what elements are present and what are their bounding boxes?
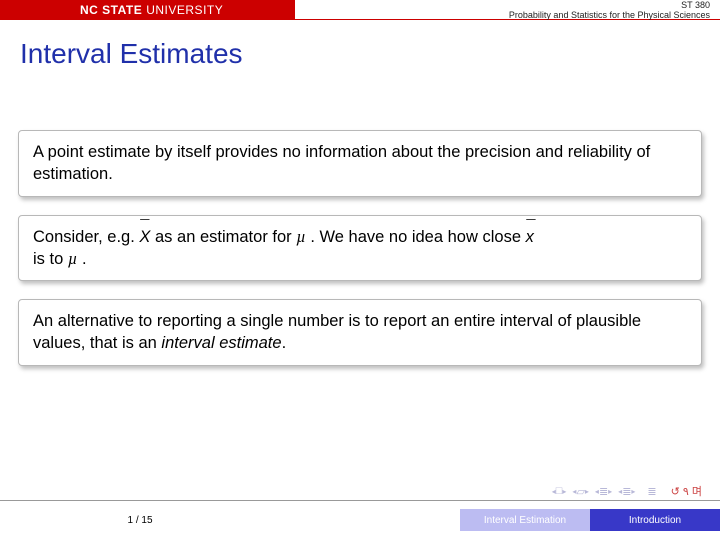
b2-end: is to xyxy=(33,250,68,268)
nav-circ-icon[interactable]: ↺ ۹ 며 xyxy=(671,483,702,499)
nav-goto-icon[interactable]: ≣ xyxy=(647,485,656,498)
mu-symbol: µ xyxy=(296,227,306,246)
b3-end: . xyxy=(282,334,287,352)
b2-pre: Consider, e.g. xyxy=(33,228,139,246)
footer-section[interactable]: Interval Estimation xyxy=(460,509,590,531)
x-bar-symbol: X xyxy=(139,226,150,248)
b3-pre: An alternative to reporting a single num… xyxy=(33,312,641,352)
content-area: A point estimate by itself provides no i… xyxy=(0,70,720,366)
nav-prev-icon[interactable]: ◂ ▱ ▸ xyxy=(572,485,589,498)
nav-first-icon[interactable]: ◂ □ ▸ xyxy=(552,485,567,497)
x-bar-symbol-2: x xyxy=(526,226,534,248)
course-name: Probability and Statistics for the Physi… xyxy=(295,10,710,20)
footer-divider xyxy=(0,500,720,501)
mu-symbol-2: µ xyxy=(68,249,78,268)
b2-dot: . xyxy=(77,250,86,268)
header-stripe: NC STATE UNIVERSITY ST 380 Probability a… xyxy=(0,0,720,20)
brand-bold: NC STATE xyxy=(80,3,142,17)
info-box-2: Consider, e.g. X as an estimator for µ .… xyxy=(18,215,702,282)
info-box-3: An alternative to reporting a single num… xyxy=(18,299,702,366)
brand-block: NC STATE UNIVERSITY xyxy=(0,0,295,20)
brand-light: UNIVERSITY xyxy=(146,3,223,17)
beamer-nav-icons: ◂ □ ▸ ◂ ▱ ▸ ◂ ≣ ▸ ◂ ≣ ▸ ≣ ↺ ۹ 며 xyxy=(552,483,702,499)
b2-mid: as an estimator for xyxy=(150,228,296,246)
page-title: Interval Estimates xyxy=(0,20,720,70)
b3-em: interval estimate xyxy=(161,334,281,352)
box1-text: A point estimate by itself provides no i… xyxy=(33,143,650,183)
footer-subsection[interactable]: Introduction xyxy=(590,509,720,531)
info-box-1: A point estimate by itself provides no i… xyxy=(18,130,702,197)
footer-bar: 1 / 15 Interval Estimation Introduction xyxy=(0,509,720,531)
nav-back-icon[interactable]: ◂ ≣ ▸ xyxy=(595,485,612,498)
page-counter: 1 / 15 xyxy=(110,509,170,531)
footer-spacer-mid xyxy=(170,509,460,531)
nav-fwd-icon[interactable]: ◂ ≣ ▸ xyxy=(618,485,635,498)
course-info: ST 380 Probability and Statistics for th… xyxy=(295,0,720,19)
b2-mid2: . We have no idea how close xyxy=(306,228,526,246)
course-code: ST 380 xyxy=(295,0,710,10)
footer-spacer-left xyxy=(0,509,110,531)
